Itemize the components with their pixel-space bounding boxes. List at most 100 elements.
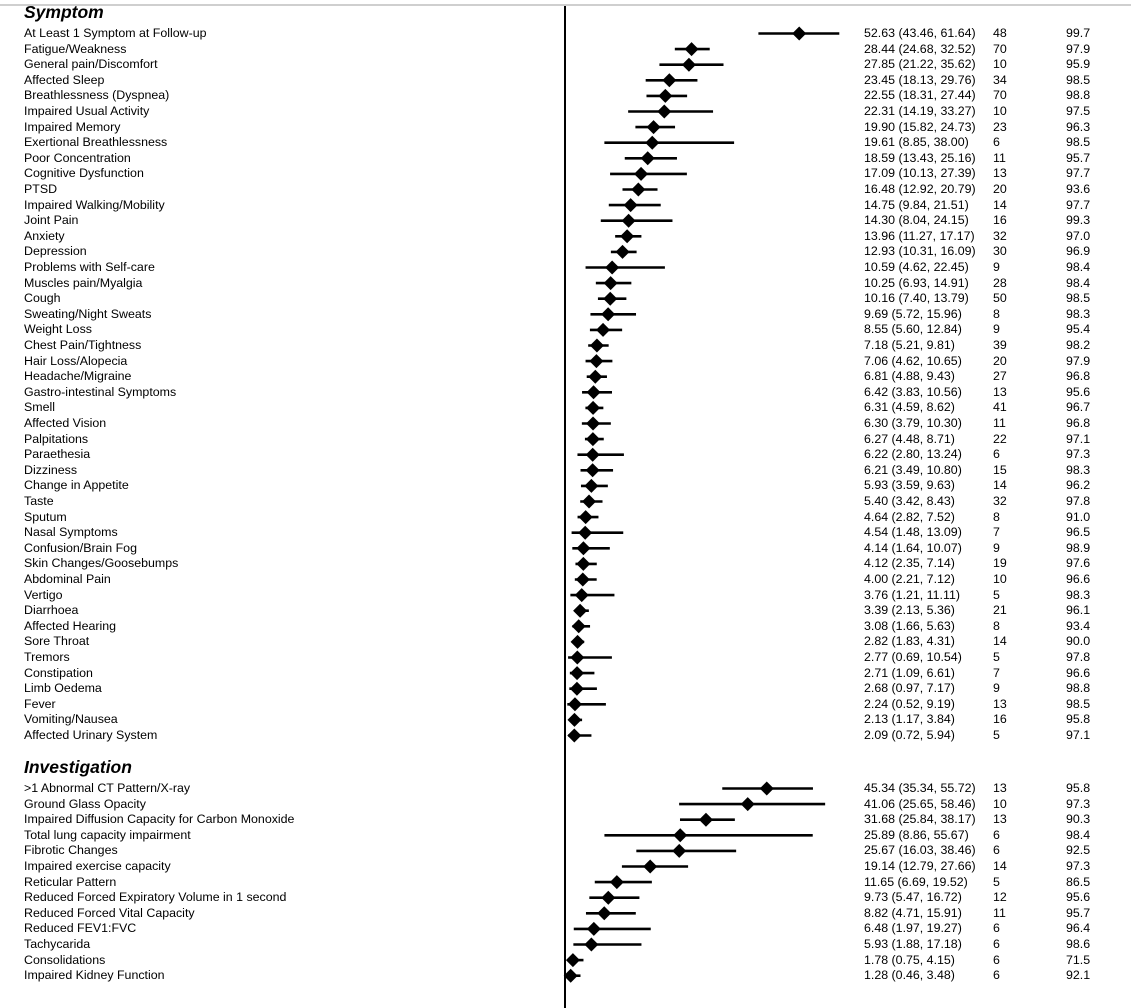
row-label: Skin Changes/Goosebumps [24, 556, 179, 571]
estimate-marker [589, 338, 604, 353]
estimate-marker [565, 953, 580, 968]
row-label: Anxiety [12, 227, 68, 245]
row-label: Change in Appetite [24, 478, 129, 493]
row-label: Impaired exercise capacity [24, 859, 171, 873]
row-label: Impaired Kidney Function [24, 968, 165, 983]
estimate-marker [601, 890, 616, 905]
estimate-marker [620, 229, 635, 244]
estimate-marker [575, 572, 590, 587]
row-label: Impaired Diffusion Capacity for Carbon M… [24, 812, 295, 827]
estimate-marker [601, 307, 616, 322]
row-label: Fibrotic Changes [24, 843, 118, 858]
estimate-marker [586, 385, 601, 400]
row-label: Nasal Symptoms [24, 525, 118, 540]
estimate-marker [569, 681, 584, 696]
estimate-marker [640, 151, 655, 166]
estimate-marker [623, 198, 638, 213]
row-label: Sputum [12, 508, 70, 526]
estimate-marker [615, 244, 630, 259]
row-label: Palpitations [24, 431, 89, 446]
estimate-marker [589, 354, 604, 369]
estimate-marker [603, 276, 618, 291]
row-label: Sweating/Night Sweats [24, 306, 152, 321]
estimate-marker [684, 42, 699, 57]
row-label: Dizziness [11, 461, 81, 479]
row-label: At Least 1 Symptom at Follow-up [24, 26, 207, 40]
estimate-marker [585, 432, 600, 447]
row-label: Cough [24, 291, 61, 306]
row-label: Hair Loss/Alopecia [24, 353, 128, 368]
estimate-marker [585, 447, 600, 462]
estimate-marker [578, 525, 593, 540]
row-label: Confusion/Brain Fog [12, 539, 140, 557]
estimate-marker [609, 875, 624, 890]
estimate-marker [582, 494, 597, 509]
estimate-marker [603, 291, 618, 306]
estimate-marker [586, 921, 601, 936]
estimate-marker [574, 588, 589, 603]
row-label: Fever [24, 696, 56, 711]
row-label: PTSD [11, 181, 61, 198]
row-label: Reduced Forced Vital Capacity [24, 905, 195, 920]
estimate-marker [576, 556, 591, 571]
row-label: Affected Hearing [11, 617, 120, 635]
estimate-marker [573, 603, 588, 618]
row-label: Vertigo [24, 587, 63, 602]
section-title: Symptom [24, 2, 104, 22]
estimate-marker [759, 781, 774, 796]
row-label: Exertional Breathlessness [24, 135, 168, 150]
row-label: Diarrhoea [24, 603, 79, 618]
estimate-marker [596, 322, 611, 337]
estimate-marker [584, 937, 599, 952]
row-label: Paraethesia [24, 447, 91, 462]
estimate-marker [588, 369, 603, 384]
estimate-marker [570, 650, 585, 665]
row-label: Poor Concentration [12, 149, 134, 167]
estimate-marker [570, 666, 585, 681]
estimate-marker [563, 968, 578, 983]
estimate-marker [567, 712, 582, 727]
row-label: Vomiting/Nausea [12, 711, 121, 729]
row-label: Sore Throat [24, 634, 90, 649]
row-label: Joint Pain [24, 213, 79, 228]
estimate-marker [645, 135, 660, 150]
row-label: Impaired Usual Activity [24, 104, 150, 118]
row-label: Muscles pain/Myalgia [24, 275, 143, 290]
row-label: Ground Glass Opacity [24, 796, 146, 811]
estimate-marker [584, 478, 599, 493]
row-label: Limb Oedema [24, 681, 102, 696]
estimate-marker [631, 182, 646, 197]
estimate-marker [621, 213, 636, 228]
estimate-marker [672, 843, 687, 858]
estimate-marker [673, 828, 688, 843]
estimate-marker [571, 619, 586, 634]
estimate-marker [681, 57, 696, 72]
estimate-marker [586, 400, 601, 415]
estimate-marker [662, 73, 677, 88]
row-label: General pain/Discomfort [24, 57, 158, 72]
row-label: Reduced FEV1:FVC [24, 921, 137, 936]
estimate-marker [567, 728, 582, 743]
section-title: Investigation [24, 757, 132, 777]
estimate-marker [586, 416, 601, 431]
row-label: Weight Loss [24, 322, 92, 337]
estimate-marker [740, 797, 755, 812]
row-label: Tachycarida [24, 937, 91, 951]
estimate-marker [597, 906, 612, 921]
row-label: Impaired Memory [24, 119, 121, 134]
estimate-marker [585, 463, 600, 478]
estimate-marker [698, 812, 713, 827]
row-label: >1 Abnormal CT Pattern/X-ray [24, 781, 191, 795]
estimate-marker [658, 88, 673, 103]
estimate-marker [605, 260, 620, 275]
row-label: Abdominal Pain [24, 572, 111, 586]
row-label: Breathlessness (Dyspnea) [24, 88, 170, 103]
estimate-marker [792, 26, 807, 41]
estimate-marker [657, 104, 672, 119]
row-label: Affected Vision [11, 415, 110, 432]
row-label: Reduced Forced Expiratory Volume in 1 se… [24, 890, 287, 905]
row-label: Affected Sleep [24, 72, 105, 87]
top-rule [0, 4, 1131, 6]
row-label: Consolidations [24, 952, 106, 967]
